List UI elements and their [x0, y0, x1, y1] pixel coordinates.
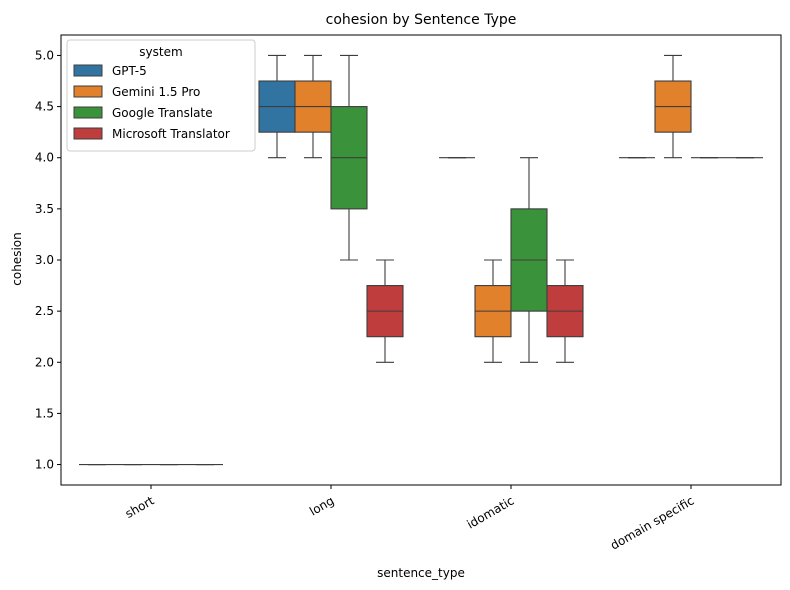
x-tick-label: short: [123, 493, 157, 521]
legend-swatch: [73, 64, 103, 77]
legend-label: Gemini 1.5 Pro: [112, 85, 200, 99]
x-tick-label: long: [307, 493, 336, 518]
series-google-translate: [151, 54, 727, 466]
legend-swatch: [73, 85, 103, 98]
y-tick-label: 1.0: [35, 458, 54, 472]
y-tick-label: 4.0: [35, 151, 54, 165]
box-group: [654, 54, 692, 159]
legend-label: GPT-5: [112, 64, 147, 78]
y-tick-label: 2.5: [35, 304, 54, 318]
box-group: [366, 259, 404, 363]
series-gpt-5: [79, 54, 655, 466]
box-group: [294, 54, 332, 159]
legend-title: system: [139, 45, 182, 59]
legend-swatch: [73, 127, 103, 140]
y-tick-label: 4.5: [35, 100, 54, 114]
plot-area: [79, 54, 763, 466]
series-gemini-1-5-pro: [115, 54, 692, 466]
x-tick-label: idomatic: [464, 493, 516, 531]
y-tick-label: 2.0: [35, 355, 54, 369]
x-axis-title: sentence_type: [377, 566, 465, 580]
legend: system GPT-5 Gemini 1.5 Pro Google Translat…: [66, 39, 256, 152]
box-group: [330, 54, 368, 261]
legend-swatch: [73, 106, 103, 119]
legend-label: Microsoft Translator: [112, 127, 230, 141]
y-tick-label: 3.0: [35, 253, 54, 267]
legend-box: [66, 39, 256, 152]
y-tick-label: 5.0: [35, 48, 54, 62]
box-group: [474, 259, 512, 363]
box-group: [510, 157, 548, 363]
box-group: [258, 54, 296, 159]
series-microsoft-translator: [187, 157, 763, 466]
box-group: [546, 259, 584, 363]
legend-label: Google Translate: [112, 106, 213, 120]
x-tick-label: domain specific: [608, 493, 697, 552]
y-axis-title: cohesion: [10, 232, 24, 285]
y-tick-label: 3.5: [35, 202, 54, 216]
y-tick-label: 1.5: [35, 406, 54, 420]
chart-title: cohesion by Sentence Type: [326, 12, 517, 28]
